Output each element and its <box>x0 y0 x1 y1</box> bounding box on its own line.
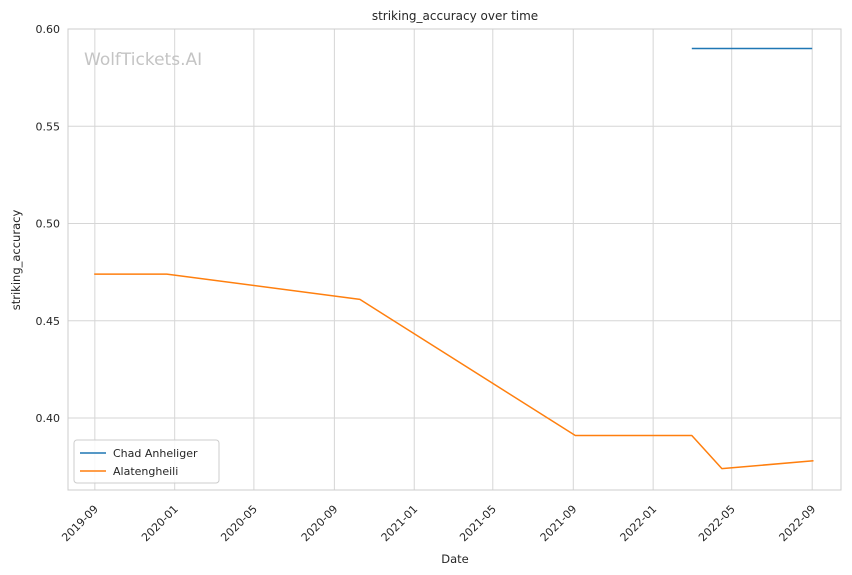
legend: Chad Anheliger Alatengheili <box>73 439 220 484</box>
x-axis-title: Date <box>441 552 469 566</box>
watermark: WolfTickets.AI <box>84 50 202 70</box>
y-tick-label: 0.40 <box>36 412 61 425</box>
y-axis-title: striking_accuracy <box>9 210 23 311</box>
y-axis-ticks: 0.40 0.45 0.50 0.55 0.60 <box>36 23 61 425</box>
grid <box>68 28 841 490</box>
plot-area-frame <box>67 28 842 491</box>
legend-label-alatengheili: Alatengheili <box>113 465 178 478</box>
legend-label-chad-anheliger: Chad Anheliger <box>113 447 198 460</box>
y-tick-label: 0.45 <box>36 315 61 328</box>
y-tick-label: 0.55 <box>36 120 61 133</box>
chart-title: striking_accuracy over time <box>372 9 538 23</box>
y-tick-label: 0.60 <box>36 23 61 36</box>
series-line-alatengheili <box>94 273 814 470</box>
y-tick-label: 0.50 <box>36 218 61 231</box>
legend-box <box>73 439 220 484</box>
series-layer <box>94 47 814 470</box>
